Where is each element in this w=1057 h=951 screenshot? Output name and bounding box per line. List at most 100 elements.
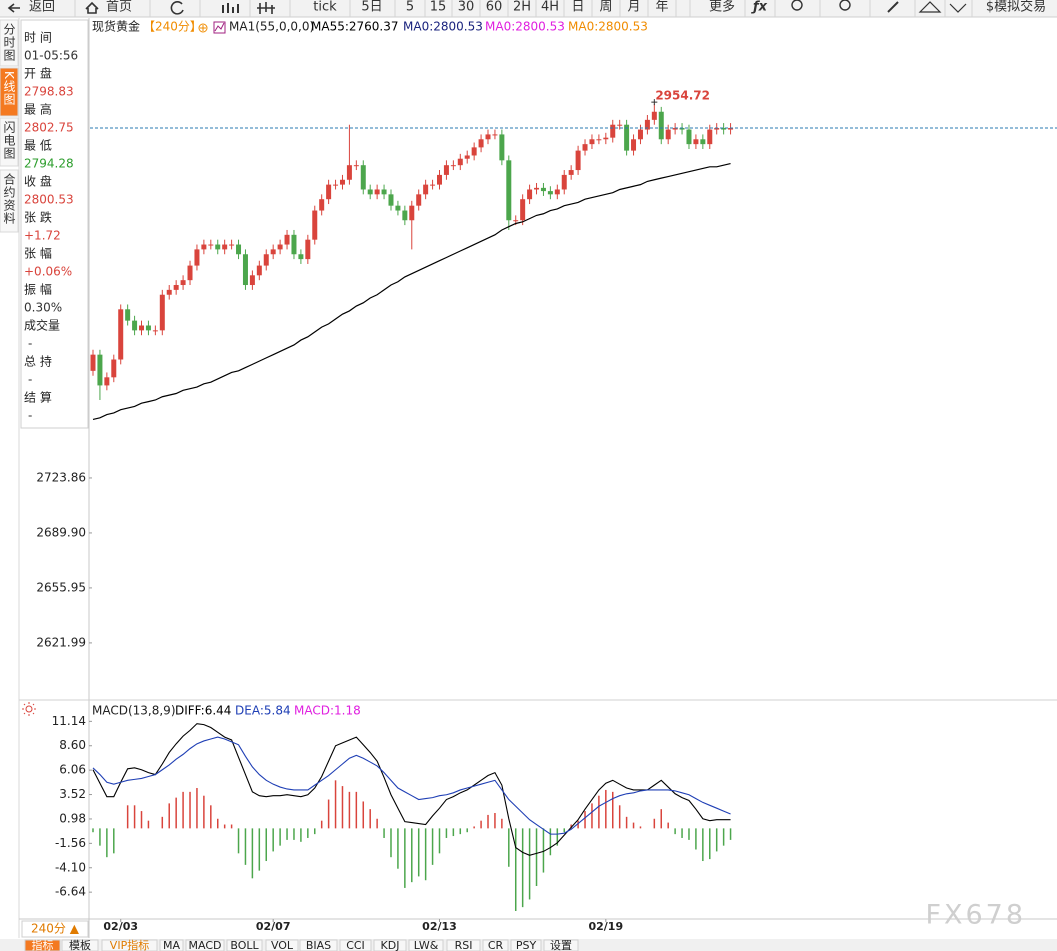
indicator-tab-label[interactable]: 设置: [550, 939, 572, 951]
zoom-in-icon[interactable]: [839, 0, 851, 11]
toolbar-button[interactable]: 日: [571, 0, 584, 15]
indicator-tab-label[interactable]: CCI: [346, 939, 365, 951]
toolbar-button[interactable]: 年: [655, 0, 668, 15]
candle-body: [728, 127, 734, 130]
candle-body: [637, 129, 643, 140]
toolbar-button[interactable]: 15: [430, 0, 447, 15]
candle-body: [194, 249, 200, 266]
indicator-tab-label[interactable]: BOLL: [230, 939, 259, 951]
indicator-tab[interactable]: [185, 939, 225, 951]
ma-line: [92, 162, 731, 421]
indicator-tab-label[interactable]: LW&: [414, 939, 439, 951]
indicator-tab[interactable]: [482, 939, 509, 951]
x-tick-label: 02/19: [588, 920, 623, 933]
info-value: 2794.28: [24, 157, 74, 171]
toolbar-button[interactable]: 5: [406, 0, 414, 15]
indicator-tab[interactable]: [408, 939, 444, 951]
indicator-tab[interactable]: [226, 939, 263, 951]
candle-body: [617, 124, 623, 126]
candle-body: [485, 134, 491, 140]
indicator-tab-label[interactable]: 模板: [69, 938, 91, 951]
candle-body: [132, 320, 138, 331]
candle-body: [575, 150, 581, 171]
refresh-icon: [170, 1, 184, 15]
peak-marker: [651, 99, 658, 106]
side-tab[interactable]: [0, 169, 19, 233]
candle-body: [242, 254, 248, 286]
indicator-tab-label[interactable]: 指标: [32, 938, 54, 951]
side-tab-label[interactable]: 合约资料: [2, 172, 16, 225]
toolbar-button[interactable]: 返回: [29, 0, 55, 15]
side-tab[interactable]: [0, 117, 19, 167]
info-value: 2798.83: [24, 85, 74, 99]
toolbar-button[interactable]: 30: [458, 0, 475, 15]
indicator-tab[interactable]: [159, 939, 184, 951]
chevron-icon[interactable]: [949, 3, 967, 13]
side-tab-label[interactable]: 闪电图: [2, 121, 16, 160]
indicator-tab[interactable]: [101, 939, 158, 951]
candle-body: [381, 189, 387, 195]
toolbar-button[interactable]: tick: [313, 0, 337, 15]
indicator-tab[interactable]: [510, 939, 542, 951]
toolbar-button[interactable]: 更多: [709, 0, 735, 15]
toolbar-button[interactable]: 4H: [541, 0, 559, 15]
indicator-tab-label[interactable]: MA: [163, 939, 180, 951]
indicator-tab[interactable]: [265, 939, 299, 951]
indicator-tab-label[interactable]: VIP指标: [110, 938, 149, 951]
fx-icon[interactable]: ƒx: [751, 0, 768, 15]
indicator-tab-label[interactable]: VOL: [271, 939, 294, 951]
legend-item: MA0:2800.53: [403, 20, 483, 34]
indicator-tab[interactable]: [543, 939, 579, 951]
toolbar-button[interactable]: 5日: [361, 0, 382, 15]
candle-body: [388, 194, 394, 206]
legend-item: MACD:1.18: [294, 704, 361, 718]
toolbar-button[interactable]: 60: [486, 0, 503, 15]
indicator-tab-label[interactable]: KDJ: [381, 939, 400, 951]
toolbar-button[interactable]: 首页: [106, 0, 132, 15]
settings-icon[interactable]: [25, 705, 33, 713]
indicator-tab[interactable]: [24, 939, 61, 951]
indicator-icon-line: [214, 22, 225, 32]
pen-icon[interactable]: [887, 1, 899, 13]
y-tick-label: 3.52: [59, 787, 86, 801]
toolbar-button[interactable]: $模拟交易: [986, 0, 1046, 15]
period-selector[interactable]: 240分 ▲: [31, 922, 80, 936]
indicator-tab-label[interactable]: CR: [488, 939, 504, 951]
side-tab[interactable]: [0, 67, 19, 117]
candle-body: [457, 158, 463, 166]
candle-body: [312, 210, 318, 240]
candle-body: [603, 137, 609, 140]
period-box[interactable]: [21, 920, 89, 938]
candle-body: [159, 294, 165, 331]
y-tick-label: 2655.95: [36, 580, 86, 594]
indicator-icon[interactable]: [213, 21, 226, 34]
candle-body: [651, 111, 657, 120]
side-tab[interactable]: [0, 19, 19, 67]
candle-body: [450, 165, 456, 167]
side-tab-label[interactable]: 分时图: [2, 23, 16, 62]
candle-body: [339, 179, 345, 185]
indicator-tab[interactable]: [446, 939, 481, 951]
info-value: 2802.75: [24, 121, 74, 135]
indicator-tab[interactable]: [339, 939, 372, 951]
add-icon[interactable]: [198, 23, 208, 33]
candle-body: [360, 165, 366, 190]
triangle-icon[interactable]: [918, 1, 942, 13]
indicator-tab[interactable]: [373, 939, 407, 951]
indicator-tab-label[interactable]: BIAS: [306, 939, 331, 951]
toolbar-button[interactable]: 月: [627, 0, 640, 15]
y-tick-label: 11.14: [52, 714, 86, 728]
candle-body: [374, 189, 380, 195]
indicator-tab[interactable]: [61, 939, 99, 951]
side-tab-label[interactable]: K线图: [2, 71, 16, 106]
indicator-tab[interactable]: [299, 939, 338, 951]
toolbar-button[interactable]: 2H: [513, 0, 531, 15]
indicator-tab-label[interactable]: PSY: [516, 939, 537, 951]
toolbar-button[interactable]: 周: [599, 0, 612, 15]
indicator-tab-label[interactable]: RSI: [455, 939, 473, 951]
zoom-out-icon[interactable]: [791, 0, 803, 11]
candle-body: [658, 111, 664, 140]
indicator-tab-label[interactable]: MACD: [189, 939, 222, 951]
candle-body: [305, 239, 311, 260]
candle-body: [263, 254, 269, 266]
